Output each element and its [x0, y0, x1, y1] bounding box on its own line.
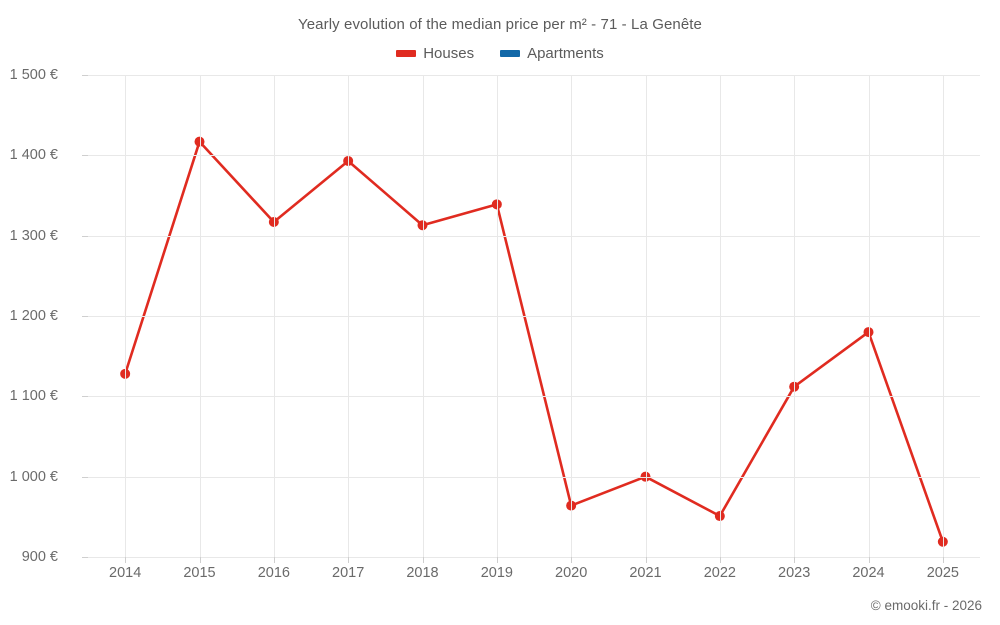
legend-swatch-icon [396, 50, 417, 57]
gridline-vertical [571, 75, 573, 557]
gridline-horizontal [88, 316, 980, 317]
x-axis-tick-label: 2022 [703, 565, 736, 581]
x-axis-tick-label: 2019 [480, 565, 513, 581]
x-axis-tick-mark [794, 557, 796, 563]
x-axis-tick-label: 2021 [629, 565, 662, 581]
gridline-vertical [422, 75, 424, 557]
y-axis-tick-mark [82, 75, 88, 76]
gridline-vertical [125, 75, 127, 557]
y-axis-tick-mark [82, 476, 88, 478]
y-axis-tick-mark [82, 557, 88, 558]
y-axis-tick-mark [82, 235, 88, 237]
x-axis-tick-label: 2020 [555, 565, 588, 581]
gridline-vertical [942, 75, 944, 557]
gridline-vertical [645, 75, 647, 557]
x-axis-tick-mark [719, 557, 721, 563]
x-axis-tick-mark [496, 557, 498, 563]
y-axis-tick-label: 1 400 € [9, 147, 58, 164]
chart-credit: © emooki.fr - 2026 [870, 598, 982, 613]
x-axis-tick-mark [348, 557, 350, 563]
gridline-vertical [496, 75, 498, 557]
x-axis-tick-mark [571, 557, 573, 563]
x-axis-tick-mark [942, 557, 944, 563]
gridline-horizontal [88, 476, 980, 478]
legend-item-label: Houses [423, 45, 475, 62]
gridline-vertical [719, 75, 721, 557]
x-axis-tick-label: 2018 [406, 565, 439, 581]
series-line [123, 140, 945, 544]
gridline-vertical [348, 75, 350, 557]
y-axis-tick-label: 1 300 € [9, 227, 58, 244]
y-axis-tick-mark [82, 316, 88, 317]
x-axis-tick-label: 2014 [109, 565, 142, 581]
gridline-horizontal [88, 557, 980, 558]
y-axis-tick-mark [82, 155, 88, 157]
x-axis-tick-mark [645, 557, 647, 563]
legend-swatch-icon [500, 50, 521, 57]
legend-item-label: Apartments [527, 45, 604, 62]
x-axis-tick-label: 2023 [778, 565, 811, 581]
x-axis-tick-label: 2015 [183, 565, 216, 581]
plot-area: 900 € 1 000 € 1 100 € 1 200 € 1 300 € 1 400 €… [10, 67, 980, 581]
x-axis-tick-label: 2017 [332, 565, 365, 581]
chart-legend: Houses Apartments [0, 45, 1000, 62]
x-axis-tick-mark [199, 557, 201, 563]
x-axis-tick-mark [422, 557, 424, 563]
y-axis-tick-label: 1 100 € [9, 388, 58, 405]
gridline-vertical [273, 75, 275, 557]
y-axis-tick-label: 900 € [21, 549, 58, 565]
x-axis-tick-label: 2024 [852, 565, 885, 581]
x-axis-tick-mark [125, 557, 127, 563]
gridline-horizontal [88, 75, 980, 76]
gridline-horizontal [88, 396, 980, 398]
x-axis-tick-label: 2016 [257, 565, 290, 581]
gridline-vertical [868, 75, 870, 557]
chart-title: Yearly evolution of the median price per… [298, 16, 702, 33]
legend-item-houses[interactable]: Houses [396, 45, 474, 62]
y-axis-tick-label: 1 000 € [9, 468, 58, 485]
gridline-horizontal [88, 155, 980, 157]
x-axis-tick-label: 2025 [926, 565, 959, 581]
gridline-vertical [794, 75, 796, 557]
legend-item-apartments[interactable]: Apartments [500, 45, 604, 62]
x-axis-tick-mark [273, 557, 275, 563]
gridline-vertical [199, 75, 201, 557]
gridline-horizontal [88, 235, 980, 237]
x-axis-tick-mark [868, 557, 870, 563]
y-axis-tick-label: 1 200 € [9, 308, 58, 324]
y-axis-tick-label: 1 500 € [9, 67, 58, 83]
y-axis-tick-mark [82, 396, 88, 398]
